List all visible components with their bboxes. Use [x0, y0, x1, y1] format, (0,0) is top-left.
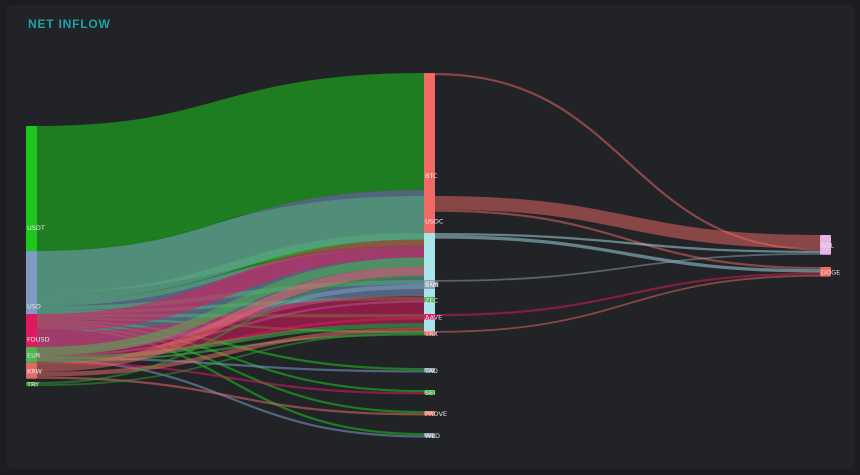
- link-usd-to-btc[interactable]: [36, 190, 425, 301]
- node-label-usdt: USDT: [27, 224, 45, 232]
- node-sei[interactable]: [424, 390, 435, 395]
- link-krw-to-prove[interactable]: [36, 376, 425, 416]
- node-trx[interactable]: [424, 331, 435, 336]
- node-zec[interactable]: [424, 297, 435, 303]
- node-label-eth: ETH: [425, 280, 438, 288]
- node-label-doge: DOGE: [821, 268, 840, 276]
- node-aave[interactable]: [424, 314, 435, 320]
- node-label-sol: SOL: [821, 241, 834, 249]
- chart-title: NET INFLOW: [28, 17, 111, 31]
- link-eur-to-btc[interactable]: [36, 257, 425, 356]
- link-aave-to-doge[interactable]: [434, 272, 821, 317]
- node-label-aave: AAVE: [425, 313, 442, 321]
- node-prove[interactable]: [424, 411, 435, 416]
- link-usdc-to-doge[interactable]: [434, 209, 821, 270]
- node-label-trx: TRX: [424, 330, 438, 338]
- node-doge[interactable]: [820, 267, 831, 277]
- link-trx-to-doge[interactable]: [434, 274, 821, 333]
- node-wld[interactable]: [424, 433, 435, 438]
- link-krw-to-eth[interactable]: [36, 327, 425, 377]
- link-usdt-to-btc[interactable]: [36, 73, 425, 243]
- links-layer: [36, 73, 821, 438]
- node-label-krw: KRW: [27, 367, 43, 375]
- link-krw-to-btc[interactable]: [36, 266, 425, 372]
- node-bnb[interactable]: [424, 280, 435, 289]
- node-sol[interactable]: [820, 235, 831, 255]
- link-eth-to-doge[interactable]: [434, 235, 821, 273]
- node-label-try: TRY: [26, 381, 39, 389]
- node-label-eur: EUR: [27, 351, 41, 359]
- link-try-to-eth[interactable]: [36, 332, 425, 387]
- link-usdc-to-sol[interactable]: [434, 196, 821, 249]
- node-label-usd: USD: [27, 303, 41, 311]
- link-btc-to-sol[interactable]: [434, 73, 821, 251]
- node-label-prove: PROVE: [425, 410, 447, 418]
- node-label-sei: SEI: [425, 389, 435, 397]
- node-label-bnb: BNB: [425, 281, 439, 289]
- link-try-to-btc[interactable]: [36, 275, 425, 385]
- node-krw[interactable]: [26, 363, 37, 379]
- link-eur-to-eth[interactable]: [36, 323, 425, 361]
- node-label-usdc: USDC: [425, 217, 444, 225]
- node-label-fdusd: FDUSD: [27, 335, 50, 343]
- node-label-zec: ZEC: [425, 296, 439, 304]
- link-fdusd-to-btc[interactable]: [36, 239, 425, 332]
- link-eth-to-sol[interactable]: [434, 233, 821, 253]
- node-tao[interactable]: [424, 368, 435, 373]
- chart-panel: NET INFLOW USDT USD FDUSD EUR KRW TRY BTC USDC E…: [6, 5, 854, 469]
- node-label-wld: WLD: [425, 432, 440, 440]
- link-bnb-to-sol[interactable]: [434, 253, 821, 282]
- node-try[interactable]: [26, 382, 37, 387]
- node-label-tao: TAO: [424, 367, 438, 375]
- node-eur[interactable]: [26, 347, 37, 363]
- nodes-layer: [26, 73, 831, 438]
- node-label-btc: BTC: [425, 172, 438, 180]
